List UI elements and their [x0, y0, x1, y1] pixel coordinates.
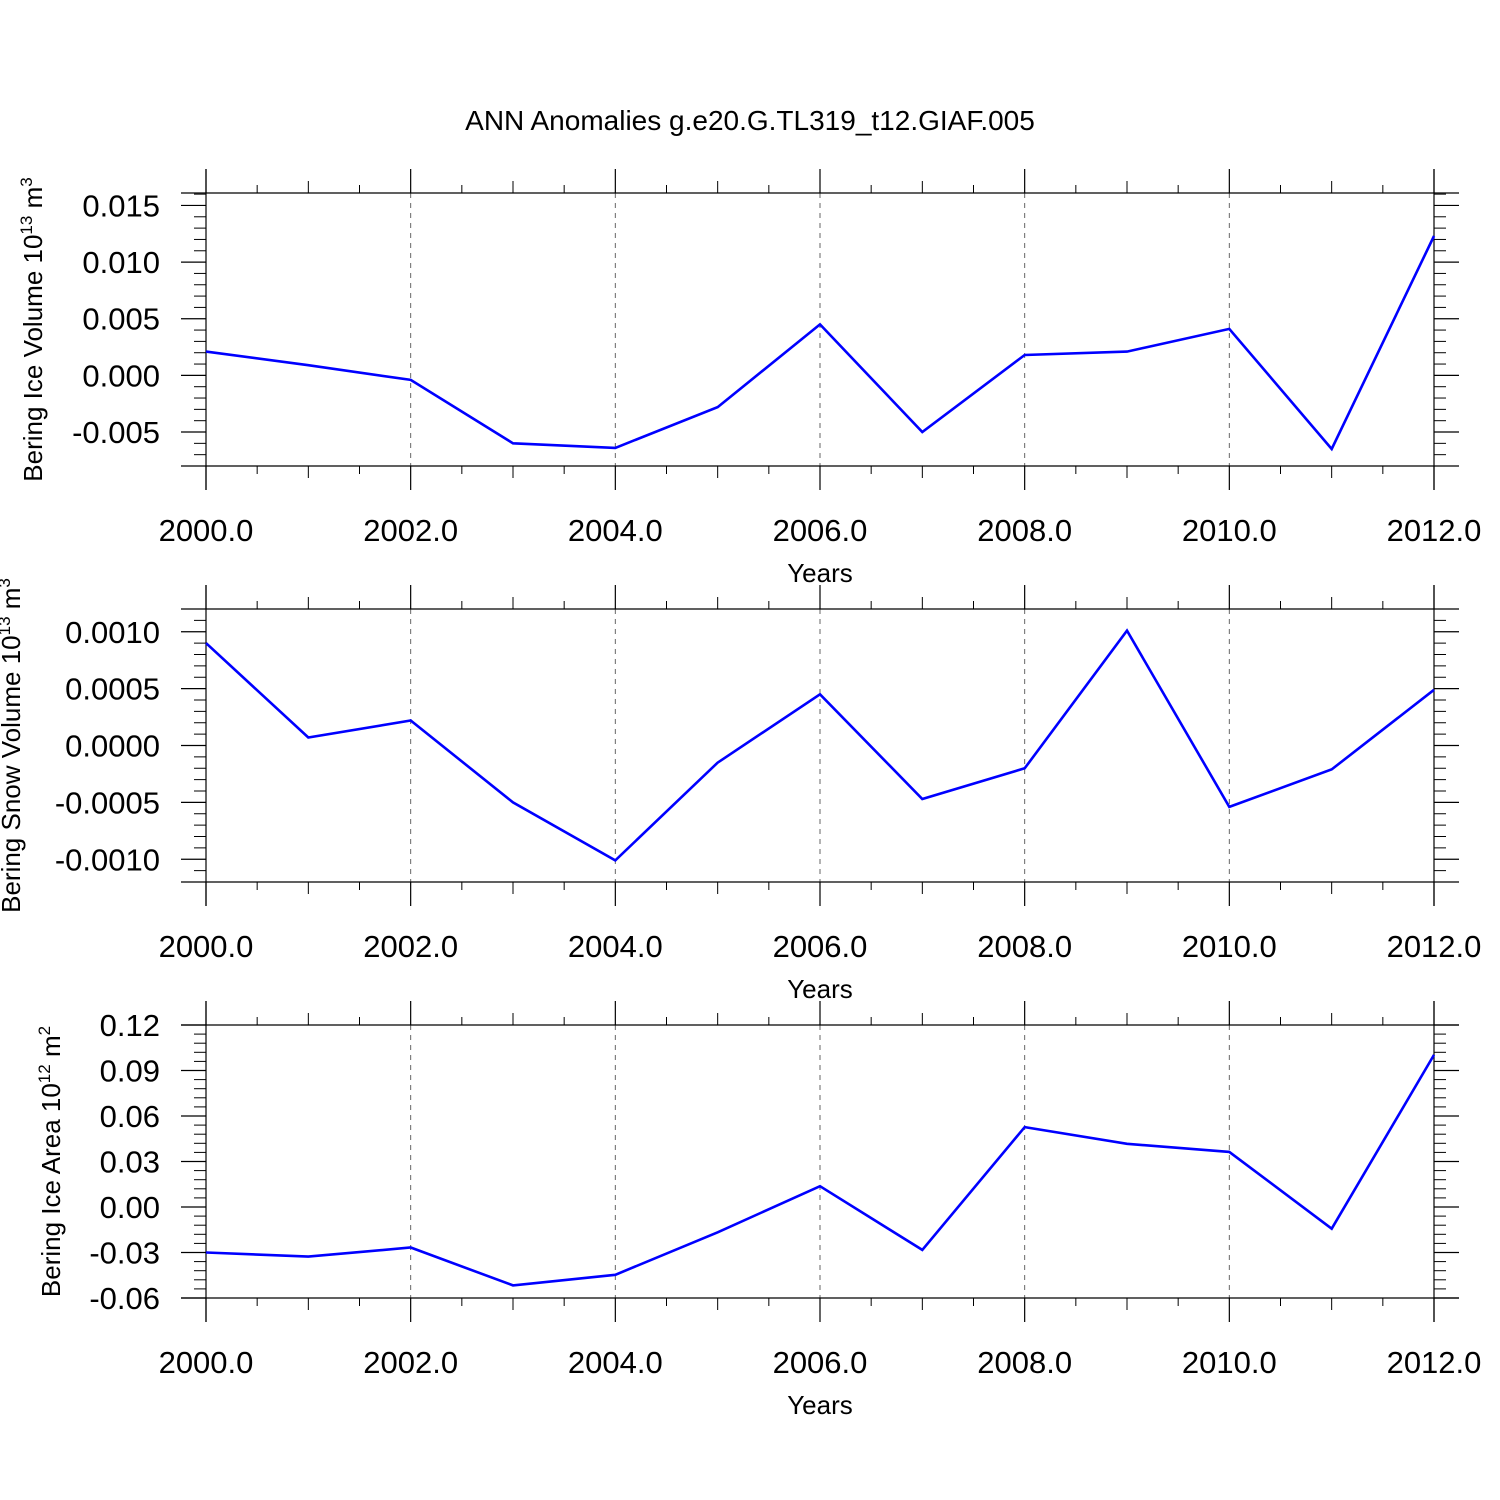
y-axis-label-text: Bering Snow Volume 10: [0, 635, 26, 913]
x-tick-label: 2010.0: [1182, 513, 1277, 548]
y-tick-label: -0.06: [89, 1281, 160, 1316]
y-tick-label: -0.005: [72, 415, 160, 450]
panel-ice-area: 0.12 0.09 0.06 0.03 0.00 -0.03 -0.06 2000.0 2002…: [35, 1001, 1481, 1420]
x-tick-label: 2012.0: [1387, 1345, 1482, 1380]
x-axis-label: Years: [787, 1390, 853, 1420]
y-tick-label: 0.00: [100, 1190, 160, 1225]
y-tick-label: 0.12: [100, 1008, 160, 1043]
x-tick-label: 2000.0: [159, 1345, 254, 1380]
series-line: [205, 235, 1436, 452]
y-axis-label-unit-exponent: 3: [17, 177, 36, 186]
x-tick-label: 2006.0: [773, 513, 868, 548]
y-tick-label: 0.0005: [65, 672, 160, 707]
x-axis-label: Years: [787, 558, 853, 588]
series-line: [205, 1054, 1436, 1287]
x-tick-label: 2006.0: [773, 929, 868, 964]
x-tick-label: 2004.0: [568, 513, 663, 548]
y-axis-label: Bering Ice Volume 1013 m3: [17, 177, 48, 481]
y-tick-label: 0.09: [100, 1054, 160, 1089]
x-tick-label: 2002.0: [363, 1345, 458, 1380]
x-tick-label: 2002.0: [363, 929, 458, 964]
y-tick-label: 0.000: [82, 358, 160, 393]
x-tick-label: 2000.0: [159, 513, 254, 548]
x-tick-label: 2004.0: [568, 1345, 663, 1380]
y-tick-label: 0.06: [100, 1099, 160, 1134]
series-line: [205, 628, 1435, 863]
y-tick-label: 0.010: [82, 245, 160, 280]
y-tick-label: 0.015: [82, 188, 160, 223]
y-axis-label-unit-exponent: 3: [0, 578, 14, 587]
y-tick-label: -0.0005: [55, 785, 160, 820]
x-tick-label: 2012.0: [1387, 929, 1482, 964]
y-tick-label: 0.0010: [65, 615, 160, 650]
x-tick-label: 2004.0: [568, 929, 663, 964]
y-axis-label-unit: m: [0, 588, 26, 617]
y-tick-label: 0.03: [100, 1145, 160, 1180]
x-tick-label: 2008.0: [977, 929, 1072, 964]
x-tick-label: 2010.0: [1182, 1345, 1277, 1380]
y-axis-label-exponent: 13: [17, 216, 36, 235]
x-tick-label: 2000.0: [159, 929, 254, 964]
panel-ice-volume: 0.015 0.010 0.005 0.000 -0.005 2000.0 2002.0 20…: [17, 169, 1481, 588]
figure-title: ANN Anomalies g.e20.G.TL319_t12.GIAF.005: [465, 105, 1035, 136]
y-tick-label: -0.0010: [55, 842, 160, 877]
y-tick-label: -0.03: [89, 1236, 160, 1271]
y-tick-label: 0.0000: [65, 729, 160, 764]
y-axis-label-text: Bering Ice Volume 10: [18, 235, 48, 482]
y-tick-label: 0.005: [82, 302, 160, 337]
x-tick-label: 2008.0: [977, 513, 1072, 548]
y-axis-label-exponent: 13: [0, 616, 14, 635]
x-tick-label: 2002.0: [363, 513, 458, 548]
x-axis-label: Years: [787, 974, 853, 1004]
x-tick-label: 2006.0: [773, 1345, 868, 1380]
y-axis-label-exponent: 12: [35, 1064, 54, 1083]
y-axis-label-unit: m: [18, 187, 48, 216]
x-tick-label: 2008.0: [977, 1345, 1072, 1380]
y-axis-label: Bering Ice Area 1012 m2: [35, 1026, 66, 1297]
y-axis-label-unit-exponent: 2: [35, 1026, 54, 1035]
y-axis-label: Bering Snow Volume 1013 m3: [0, 578, 26, 913]
y-axis-label-text: Bering Ice Area 10: [36, 1083, 66, 1297]
y-axis-label-unit: m: [36, 1035, 66, 1064]
x-tick-label: 2012.0: [1387, 513, 1482, 548]
panel-snow-volume: 0.0010 0.0005 0.0000 -0.0005 -0.0010 2000.0 20…: [0, 578, 1481, 1004]
x-tick-label: 2010.0: [1182, 929, 1277, 964]
